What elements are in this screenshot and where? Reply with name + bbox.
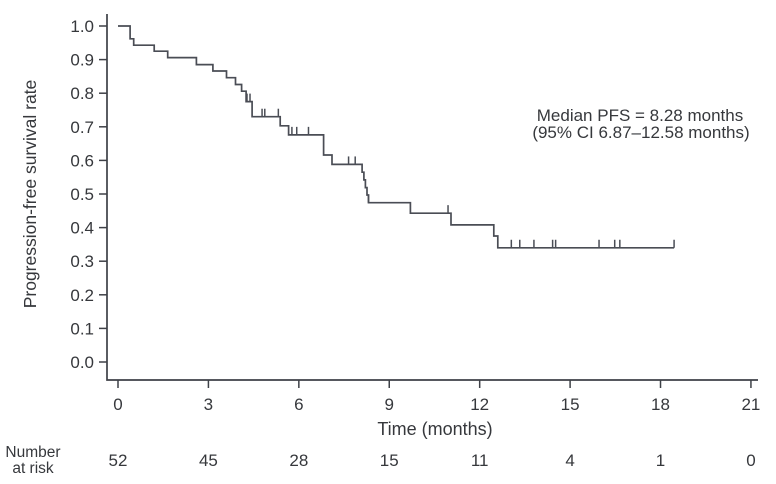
at-risk-count: 45 <box>199 451 218 470</box>
y-tick-label: 0.4 <box>70 219 94 238</box>
median-pfs-annotation-line1: Median PFS = 8.28 months <box>537 106 743 125</box>
number-at-risk-label-line1: Number <box>5 444 60 461</box>
x-tick-label: 21 <box>741 395 760 414</box>
x-tick-label: 12 <box>470 395 489 414</box>
at-risk-count: 15 <box>380 451 399 470</box>
y-tick-label: 0.6 <box>70 151 94 170</box>
number-at-risk-label-line2: at risk <box>12 460 54 477</box>
x-tick-label: 3 <box>204 395 213 414</box>
y-tick-label: 0.0 <box>70 353 94 372</box>
x-tick-label: 15 <box>561 395 580 414</box>
at-risk-count: 28 <box>289 451 308 470</box>
at-risk-count: 4 <box>565 451 574 470</box>
at-risk-count: 0 <box>746 451 755 470</box>
chart-generated-layer: 0.00.10.20.30.40.50.60.70.80.91.00 3 6 9 12 1… <box>70 14 760 470</box>
km-curve <box>118 25 675 249</box>
y-axis-title: Progression-free survival rate <box>20 80 40 309</box>
x-tick-label: 18 <box>651 395 670 414</box>
y-tick-label: 0.8 <box>70 84 94 103</box>
at-risk-count: 11 <box>471 451 489 470</box>
axis-lines <box>106 14 758 381</box>
y-tick-label: 0.5 <box>70 185 94 204</box>
y-tick-label: 0.2 <box>70 286 94 305</box>
y-tick-label: 0.9 <box>70 51 94 70</box>
x-tick-label: 6 <box>294 395 303 414</box>
at-risk-count: 1 <box>656 451 665 470</box>
median-pfs-annotation-line2: (95% CI 6.87–12.58 months) <box>532 123 749 142</box>
at-risk-count: 52 <box>109 451 128 470</box>
y-tick-label: 1.0 <box>70 17 94 36</box>
y-tick-label: 0.3 <box>70 252 94 271</box>
x-tick-label: 0 <box>113 395 122 414</box>
x-axis-title: Time (months) <box>377 419 492 439</box>
y-tick-label: 0.1 <box>70 319 94 338</box>
x-tick-label: 9 <box>385 395 394 414</box>
y-tick-label: 0.7 <box>70 118 94 137</box>
